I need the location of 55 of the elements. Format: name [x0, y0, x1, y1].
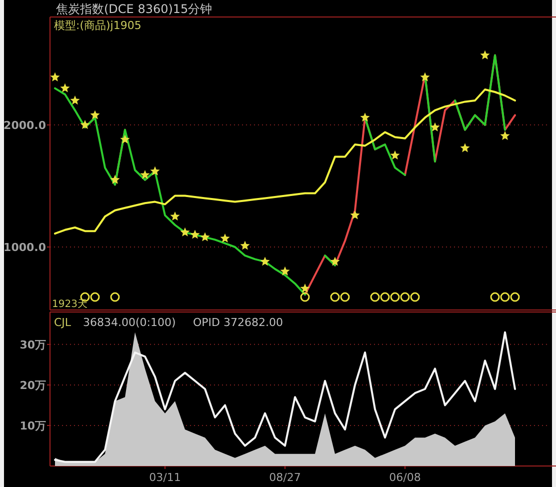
- point: [220, 234, 230, 242]
- point: [240, 240, 250, 250]
- point: [390, 292, 400, 302]
- point: [150, 166, 160, 176]
- line-series: [54, 88, 516, 235]
- point: [500, 130, 510, 140]
- point: [110, 292, 120, 302]
- annotation: CJL: [54, 316, 72, 329]
- point: [340, 292, 350, 302]
- point: [180, 227, 190, 236]
- point: [140, 170, 150, 179]
- annotation: OPID 372682.00: [193, 316, 283, 329]
- point: [430, 122, 440, 132]
- x-tick-label: 03/11: [149, 471, 181, 484]
- annotation: 36834.00(0:100): [83, 316, 176, 329]
- point: [390, 150, 400, 160]
- point: [500, 292, 510, 302]
- point: [50, 72, 60, 82]
- y-tick-label: 1000.0: [4, 241, 46, 254]
- point: [190, 230, 200, 239]
- point: [80, 120, 90, 129]
- point: [370, 292, 380, 302]
- y-tick-label: 30万: [20, 338, 46, 352]
- chart-title: 焦炭指数(DCE 8360)15分钟: [56, 2, 212, 16]
- point: [90, 292, 100, 302]
- annotation: 1923天: [52, 299, 88, 310]
- point: [490, 292, 500, 302]
- point: [360, 112, 370, 122]
- point: [330, 292, 340, 302]
- point: [350, 210, 360, 220]
- chart-subtitle: 模型:(商品)j1905: [54, 19, 142, 32]
- point: [460, 143, 470, 152]
- point: [260, 256, 270, 266]
- point: [90, 110, 100, 120]
- point: [330, 256, 340, 266]
- point: [400, 292, 410, 302]
- point: [200, 232, 210, 242]
- point: [170, 212, 180, 220]
- point: [510, 292, 520, 302]
- point: [300, 284, 310, 293]
- x-tick-label: 08/27: [269, 471, 301, 484]
- point: [60, 83, 70, 92]
- point: [70, 96, 80, 105]
- x-tick-label: 06/08: [389, 471, 421, 484]
- y-tick-label: 20万: [20, 378, 46, 392]
- point: [410, 292, 420, 302]
- point: [280, 266, 290, 276]
- point: [380, 292, 390, 302]
- point: [120, 134, 130, 144]
- y-tick-label: 2000.0: [4, 118, 46, 132]
- point: [480, 50, 490, 60]
- point: [300, 292, 310, 302]
- point: [420, 72, 430, 82]
- point: [110, 174, 120, 184]
- y-tick-label: 10万: [20, 419, 46, 432]
